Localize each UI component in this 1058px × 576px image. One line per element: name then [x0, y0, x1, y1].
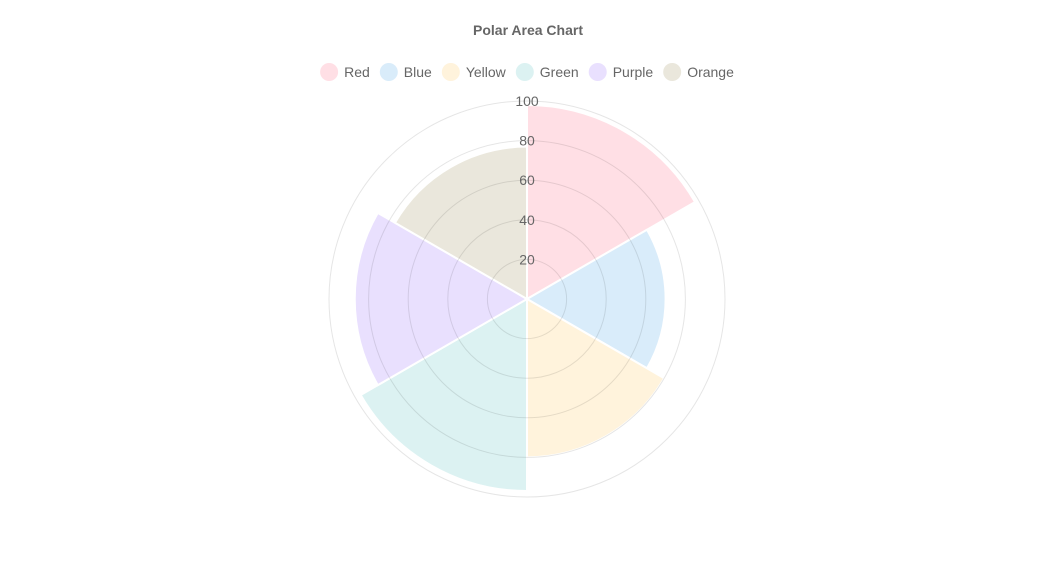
tick-label: 80 — [519, 133, 535, 149]
slice-orange[interactable] — [393, 145, 528, 301]
grid-circle — [486, 258, 568, 340]
tick-label: 20 — [519, 251, 535, 267]
legend-label: Purple — [613, 64, 654, 80]
legend: Red Blue Yellow Green Purple Orange — [320, 63, 734, 81]
slice-red[interactable] — [526, 103, 697, 301]
legend-label: Red — [344, 64, 370, 80]
legend-label: Yellow — [466, 64, 507, 80]
chart-title: Polar Area Chart — [473, 22, 583, 38]
radial-grid — [328, 100, 726, 498]
legend-item-orange[interactable]: Orange — [663, 63, 734, 81]
grid-circle — [368, 140, 686, 458]
grid-circle — [407, 179, 647, 419]
slice-purple[interactable] — [353, 211, 529, 387]
legend-item-purple[interactable]: Purple — [588, 63, 654, 81]
legend-swatch — [379, 63, 398, 81]
legend-label: Orange — [687, 64, 734, 80]
legend-swatch — [588, 63, 607, 81]
tick-label: 100 — [515, 93, 539, 109]
tick-label: 60 — [519, 172, 535, 188]
tick-label: 40 — [519, 212, 535, 228]
legend-item-green[interactable]: Green — [515, 63, 579, 81]
radial-tick-labels: 20 40 60 80 100 — [515, 93, 539, 267]
slice-blue[interactable] — [525, 228, 667, 370]
grid-circle — [328, 100, 726, 498]
polar-slices — [353, 103, 697, 493]
legend-swatch — [441, 63, 460, 81]
legend-swatch — [515, 63, 534, 81]
legend-item-blue[interactable]: Blue — [379, 63, 432, 81]
slice-green[interactable] — [359, 297, 528, 493]
legend-item-red[interactable]: Red — [320, 63, 370, 81]
legend-swatch — [320, 63, 339, 81]
legend-swatch — [663, 63, 682, 81]
grid-circle — [447, 219, 607, 379]
slice-yellow[interactable] — [526, 297, 666, 459]
legend-label: Green — [540, 64, 579, 80]
legend-label: Blue — [404, 64, 432, 80]
legend-item-yellow[interactable]: Yellow — [441, 63, 507, 81]
